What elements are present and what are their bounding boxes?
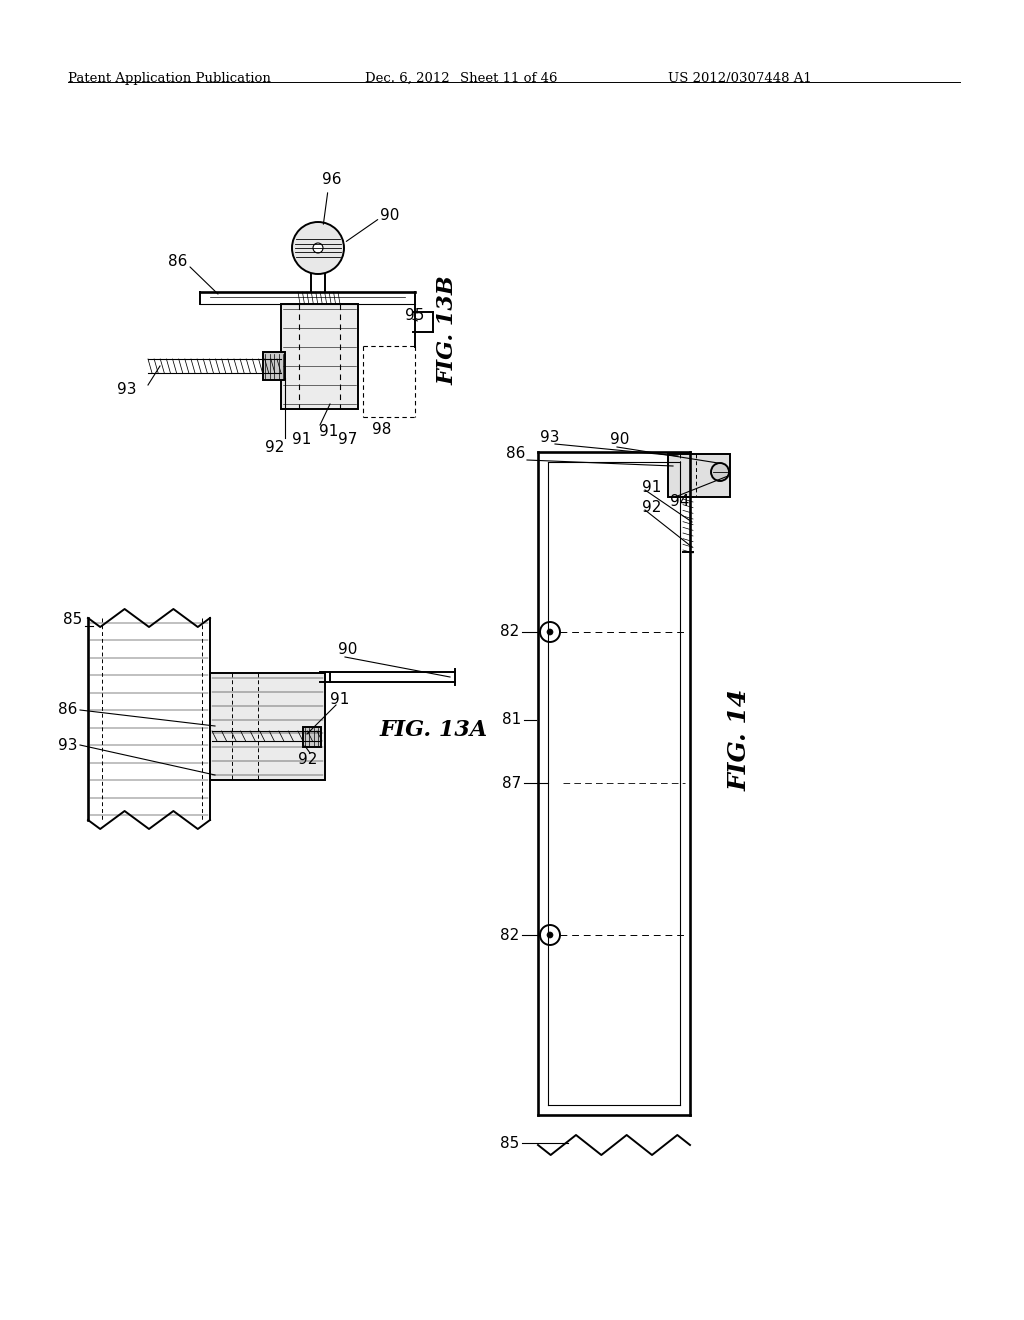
Text: FIG. 13A: FIG. 13A — [380, 719, 488, 741]
Text: US 2012/0307448 A1: US 2012/0307448 A1 — [668, 73, 812, 84]
Text: 92: 92 — [642, 499, 662, 515]
Text: 90: 90 — [380, 207, 399, 223]
Circle shape — [313, 243, 323, 253]
Text: Sheet 11 of 46: Sheet 11 of 46 — [460, 73, 557, 84]
Text: 97: 97 — [338, 433, 357, 447]
Text: 94: 94 — [671, 495, 690, 510]
Bar — [210, 673, 325, 780]
Text: 82: 82 — [501, 624, 519, 639]
Text: 87: 87 — [503, 776, 521, 791]
Text: FIG. 13B: FIG. 13B — [437, 275, 459, 385]
Text: 90: 90 — [338, 643, 357, 657]
Text: 86: 86 — [506, 446, 525, 462]
Text: 96: 96 — [323, 173, 342, 187]
Text: 91: 91 — [292, 433, 311, 447]
Text: 82: 82 — [501, 928, 519, 942]
Text: 92: 92 — [265, 441, 285, 455]
Text: 93: 93 — [541, 429, 560, 445]
Text: FIG. 14: FIG. 14 — [728, 689, 752, 791]
Text: 93: 93 — [118, 383, 137, 397]
Circle shape — [292, 222, 344, 275]
Text: 95: 95 — [406, 308, 425, 322]
Bar — [668, 454, 730, 498]
Text: 85: 85 — [501, 1135, 519, 1151]
Bar — [263, 352, 285, 380]
Text: Dec. 6, 2012: Dec. 6, 2012 — [365, 73, 450, 84]
Text: 98: 98 — [373, 422, 392, 437]
Text: 90: 90 — [610, 433, 630, 447]
Bar — [303, 727, 321, 747]
Text: 91: 91 — [331, 693, 349, 708]
Text: 85: 85 — [63, 612, 83, 627]
Circle shape — [547, 932, 553, 939]
Text: 91: 91 — [642, 479, 662, 495]
Text: 86: 86 — [58, 702, 78, 718]
Text: Patent Application Publication: Patent Application Publication — [68, 73, 271, 84]
Bar — [281, 304, 358, 409]
Text: 92: 92 — [298, 752, 317, 767]
Text: 93: 93 — [58, 738, 78, 752]
Text: 86: 86 — [168, 255, 187, 269]
Text: 91: 91 — [319, 425, 339, 440]
Text: 81: 81 — [503, 713, 521, 727]
Circle shape — [547, 630, 553, 635]
Circle shape — [711, 463, 729, 480]
